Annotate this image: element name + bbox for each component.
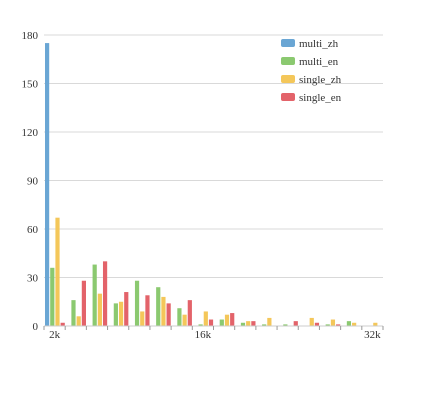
y-tick-label: 30 bbox=[27, 273, 39, 285]
bar-multi_en-12k bbox=[156, 287, 161, 326]
bar-multi_en-4k bbox=[71, 300, 76, 326]
x-tick-label: 2k bbox=[49, 329, 61, 341]
bar-single_zh-20k bbox=[246, 321, 251, 326]
bar-multi_en-30k bbox=[346, 321, 352, 326]
y-axis: 0 30 60 90 120 150 180 bbox=[22, 30, 39, 333]
bar-single_zh-16k bbox=[203, 311, 208, 326]
y-tick-label: 90 bbox=[27, 176, 39, 188]
bar-single_zh-6k bbox=[97, 293, 102, 326]
y-tick-label: 150 bbox=[22, 79, 39, 91]
bar-single_zh-18k bbox=[224, 314, 230, 326]
bar-single_zh-22k bbox=[267, 317, 272, 326]
y-tick-label: 180 bbox=[22, 30, 39, 42]
legend-label: single_zh bbox=[299, 74, 342, 86]
bar-single_en-24k bbox=[293, 321, 298, 326]
bar-multi_en-6k bbox=[92, 264, 97, 326]
bar-single_zh-4k bbox=[76, 316, 81, 326]
bar-single_en-6k bbox=[102, 261, 108, 326]
bar-multi_en-18k bbox=[219, 319, 224, 326]
legend-swatch-multi_en bbox=[281, 57, 295, 65]
bar-multi_en-22k bbox=[262, 324, 267, 326]
bar-single_en-14k bbox=[187, 300, 192, 326]
bar-single_en-12k bbox=[166, 303, 171, 326]
x-axis: 2k 16k 32k bbox=[43, 325, 384, 341]
legend-swatch-single_zh bbox=[281, 75, 295, 83]
bar-multi_en-10k bbox=[134, 280, 140, 326]
bar-multi_en-20k bbox=[240, 322, 246, 326]
bar-multi_en-14k bbox=[177, 308, 182, 326]
bar-multi_zh-2k bbox=[45, 43, 50, 326]
bars bbox=[45, 43, 378, 326]
bar-single_zh-10k bbox=[140, 311, 145, 326]
legend: multi_zh multi_en single_zh single_en bbox=[281, 38, 342, 104]
bar-single_zh-28k bbox=[330, 319, 336, 326]
gridlines bbox=[44, 34, 383, 278]
bar-multi_en-28k bbox=[325, 324, 330, 326]
bar-single_en-26k bbox=[314, 322, 320, 326]
bar-single_zh-12k bbox=[161, 296, 166, 326]
legend-label: multi_zh bbox=[299, 38, 339, 50]
bar-single_zh-32k bbox=[373, 322, 378, 326]
y-tick-label: 60 bbox=[27, 224, 39, 236]
bar-single_zh-30k bbox=[352, 322, 357, 326]
bar-single_en-28k bbox=[336, 324, 341, 326]
bar-single_en-16k bbox=[208, 319, 214, 326]
bar-single_zh-2k bbox=[55, 217, 60, 326]
legend-swatch-single_en bbox=[281, 93, 295, 101]
bar-single_zh-14k bbox=[182, 314, 187, 326]
bar-single_en-2k bbox=[60, 322, 65, 326]
bar-single_en-10k bbox=[145, 295, 150, 326]
y-tick-label: 120 bbox=[22, 127, 39, 139]
legend-swatch-multi_zh bbox=[281, 39, 295, 47]
bar-single_en-20k bbox=[251, 321, 256, 326]
bar-single_zh-8k bbox=[118, 301, 124, 326]
bar-multi_en-16k bbox=[198, 324, 203, 326]
bar-multi_en-2k bbox=[50, 267, 55, 326]
bar-single_zh-26k bbox=[309, 317, 314, 326]
x-tick-label: 32k bbox=[364, 329, 381, 341]
legend-label: single_en bbox=[299, 92, 342, 104]
bar-single_en-8k bbox=[124, 292, 129, 326]
bar-multi_en-24k bbox=[283, 324, 288, 326]
bar-single_en-4k bbox=[81, 280, 86, 326]
bar-multi_en-8k bbox=[113, 303, 118, 326]
x-tick-label: 16k bbox=[195, 329, 212, 341]
y-tick-label: 0 bbox=[33, 321, 39, 333]
legend-label: multi_en bbox=[299, 56, 339, 68]
bar-single_en-18k bbox=[230, 313, 235, 326]
